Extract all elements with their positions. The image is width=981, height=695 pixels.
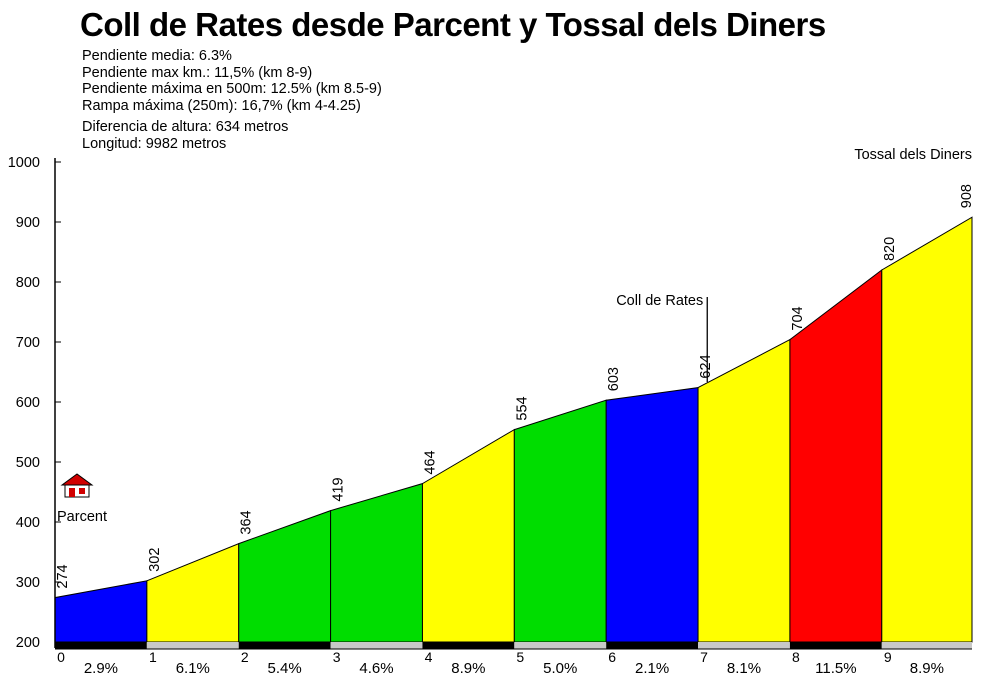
y-tick-label: 900	[16, 215, 40, 231]
gradient-label: 5.4%	[268, 660, 302, 677]
x-tick-label: 1	[149, 649, 157, 665]
y-tick-label: 500	[16, 455, 40, 471]
x-tick-label: 5	[516, 649, 524, 665]
x-tick-label: 0	[57, 649, 65, 665]
profile-segment	[54, 580, 148, 643]
x-tick-label: 8	[792, 649, 800, 665]
elevation-label: 419	[331, 477, 347, 501]
gradient-label: 2.1%	[635, 660, 669, 677]
stat-line: Longitud: 9982 metros	[82, 135, 227, 152]
profile-segment	[697, 338, 791, 643]
km-bar	[514, 642, 607, 649]
km-bar	[698, 642, 790, 649]
km-bar	[422, 642, 515, 649]
km-bar	[789, 642, 882, 649]
elevation-label: 302	[147, 548, 163, 572]
elevation-label: 554	[514, 396, 530, 420]
stats-block: Pendiente media: 6.3% Pendiente max km.:…	[82, 48, 382, 153]
stat-line: Diferencia de altura: 634 metros	[82, 119, 289, 136]
y-tick-label: 600	[16, 395, 40, 411]
elevation-label: 704	[790, 306, 806, 330]
gradient-label: 4.6%	[359, 660, 393, 677]
stat-line: Pendiente máxima en 500m: 12.5% (km 8.5-…	[82, 81, 382, 98]
gradient-label: 5.0%	[543, 660, 577, 677]
profile-segment	[513, 399, 607, 643]
elevation-label: 624	[698, 354, 714, 378]
chart-title: Coll de Rates desde Parcent y Tossal del…	[80, 6, 826, 43]
profile-segment	[330, 482, 423, 643]
y-tick-label: 800	[16, 275, 40, 291]
km-bar	[55, 642, 147, 649]
y-tick-label: 700	[16, 335, 40, 351]
annotation-label: Tossal dels Diners	[854, 147, 972, 163]
y-tick-label: 200	[16, 635, 40, 651]
y-tick-label: 1000	[8, 155, 40, 171]
elevation-label: 364	[239, 510, 255, 534]
annotation-label: Parcent	[57, 509, 107, 525]
x-tick-label: 9	[884, 649, 892, 665]
stat-line: Pendiente media: 6.3%	[82, 48, 232, 64]
x-tick-label: 3	[333, 649, 341, 665]
stat-line: Rampa máxima (250m): 16,7% (km 4-4.25)	[82, 97, 361, 114]
y-tick-label: 400	[16, 515, 40, 531]
gradient-label: 6.1%	[176, 660, 210, 677]
elevation-label: 820	[882, 237, 898, 261]
x-tick-label: 4	[425, 649, 433, 665]
elevation-label: 603	[606, 367, 622, 391]
gradient-label: 8.9%	[910, 660, 944, 677]
gradient-label: 11.5%	[815, 660, 856, 677]
x-tick-label: 6	[608, 649, 616, 665]
elevation-label: 464	[422, 450, 438, 474]
elevation-label: 274	[55, 564, 71, 588]
km-bar	[330, 642, 423, 649]
km-bar	[238, 642, 331, 649]
gradient-label: 8.9%	[451, 660, 485, 677]
elevation-label: 908	[959, 184, 975, 208]
stat-line: Pendiente max km.: 11,5% (km 8-9)	[82, 64, 313, 81]
km-bar	[146, 642, 239, 649]
profile-segment	[881, 216, 973, 643]
gradient-label: 8.1%	[727, 660, 761, 677]
gradient-label: 2.9%	[84, 660, 118, 677]
profile-segment	[605, 387, 699, 643]
y-tick-label: 300	[16, 575, 40, 591]
x-tick-label: 7	[700, 649, 708, 665]
km-bar	[606, 642, 699, 649]
x-tick-label: 2	[241, 649, 249, 665]
annotation-label: Coll de Rates	[616, 293, 703, 309]
village-icon	[60, 473, 94, 498]
km-bar	[881, 642, 972, 649]
